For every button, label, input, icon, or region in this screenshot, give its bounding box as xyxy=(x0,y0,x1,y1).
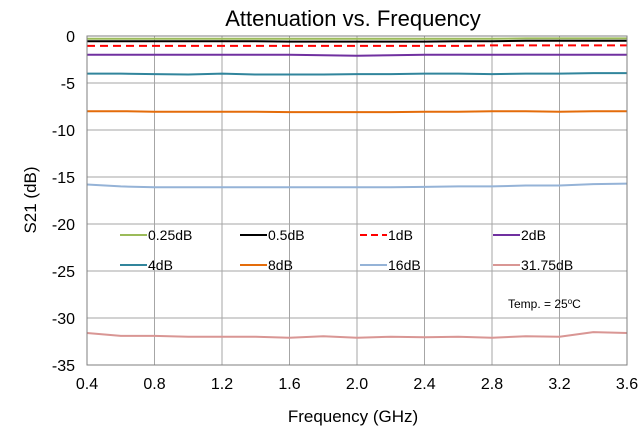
legend-label: 8dB xyxy=(268,257,293,273)
x-axis-label: Frequency (GHz) xyxy=(288,407,418,426)
legend-label: 4dB xyxy=(148,257,173,273)
legend-label: 31.75dB xyxy=(521,257,573,273)
x-tick-label: 0.8 xyxy=(143,376,165,393)
legend-label: 0.25dB xyxy=(148,227,192,243)
legend-label: 16dB xyxy=(388,257,421,273)
plot-axes xyxy=(86,35,628,366)
series-line-31-75db xyxy=(86,331,628,339)
legend-label: 0.5dB xyxy=(268,227,305,243)
x-tick-label: 3.6 xyxy=(616,376,638,393)
y-tick-label: -10 xyxy=(52,123,75,140)
x-tick-label: 3.2 xyxy=(548,376,570,393)
plot-frame xyxy=(86,35,628,366)
x-tick-labels: 0.4 0.8 1.2 1.6 2.0 2.4 2.8 3.2 3.6 xyxy=(76,376,638,393)
x-tick-label: 0.4 xyxy=(76,376,98,393)
y-tick-label: 0 xyxy=(66,29,75,46)
y-tick-label: -5 xyxy=(61,76,75,93)
series-line-8db xyxy=(87,110,627,114)
y-axis-label: S21 (dB) xyxy=(21,166,40,233)
plot-gridlines xyxy=(87,36,627,365)
x-tick-label: 1.6 xyxy=(278,376,300,393)
series-lines xyxy=(86,37,628,339)
chart-title: Attenuation vs. Frequency xyxy=(225,6,481,31)
y-tick-label: -30 xyxy=(52,311,75,328)
x-tick-label: 2.8 xyxy=(481,376,503,393)
series-line-0-5db xyxy=(87,39,627,43)
y-tick-label: -15 xyxy=(52,170,75,187)
series-line-16db xyxy=(86,182,628,189)
y-tick-label: -20 xyxy=(52,217,75,234)
temperature-annotation: Temp. = 25oC xyxy=(508,297,581,312)
chart-legend: 0.25dB 0.5dB 1dB 2dB 4dB 8dB 16dB 31.75dB xyxy=(120,227,573,273)
legend-label: 1dB xyxy=(388,227,413,243)
legend-label: 2dB xyxy=(521,227,546,243)
x-tick-label: 1.2 xyxy=(211,376,233,393)
x-tick-label: 2.0 xyxy=(346,376,368,393)
y-tick-labels: 0 -5 -10 -15 -20 -25 -30 -35 xyxy=(52,29,75,375)
series-line-2db xyxy=(87,53,627,57)
y-tick-label: -25 xyxy=(52,264,75,281)
y-tick-label: -35 xyxy=(52,358,75,375)
x-tick-label: 2.4 xyxy=(413,376,435,393)
series-line-4db xyxy=(87,72,627,76)
